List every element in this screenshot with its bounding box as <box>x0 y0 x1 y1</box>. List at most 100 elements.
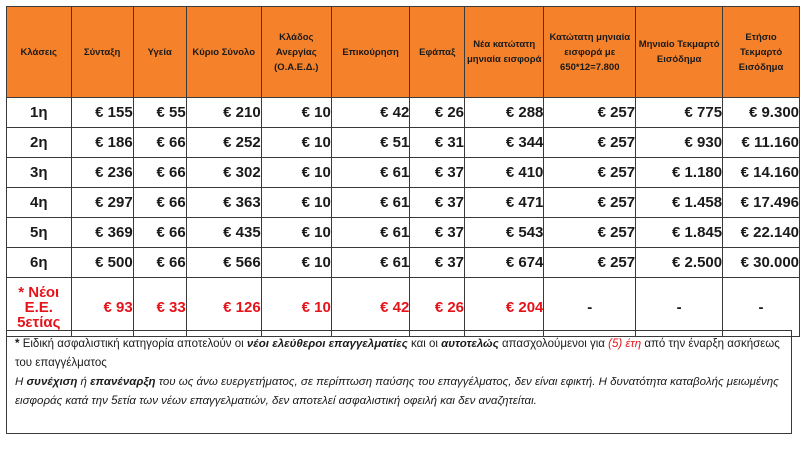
table-row: 2η € 186 € 66 € 252 € 10 € 51 € 31 € 344… <box>6 127 800 158</box>
footnote-paragraph-2: Η συνέχιση ή επανέναρξη του ως άνω ευεργ… <box>15 373 783 411</box>
header-cell: Νέα κατώτατη μηνιαία εισφορά <box>464 6 545 98</box>
min-contribution-cell: € 257 <box>543 187 637 218</box>
health-cell: € 66 <box>132 217 187 248</box>
class-cell: 5η <box>6 217 72 248</box>
class-cell: 2η <box>6 127 72 158</box>
footnote-text: ή <box>80 376 87 388</box>
annual-income-cell: € 22.140 <box>722 217 800 248</box>
header-cell: Υγεία <box>132 6 187 98</box>
new-min-contribution-cell: € 288 <box>464 97 545 128</box>
unemployment-cell: € 10 <box>260 127 332 158</box>
annual-income-cell: € 30.000 <box>722 247 800 278</box>
new-min-contribution-cell: € 543 <box>464 217 545 248</box>
unemployment-cell: € 10 <box>260 277 332 337</box>
new-min-contribution-cell: € 674 <box>464 247 545 278</box>
auxiliary-cell: € 42 <box>330 277 411 337</box>
footnote-emphasis: επανέναρξη <box>90 376 156 388</box>
monthly-income-cell: € 1.458 <box>635 187 724 218</box>
label-line: Ε.Ε. <box>24 298 53 316</box>
footnote-text: του ως άνω ευεργετήματος, σε περίπτωση π… <box>15 376 779 407</box>
auxiliary-cell: € 61 <box>330 217 411 248</box>
header-cell: Κατώτατη μηνιαία εισφορά με 650*12=7.800 <box>543 6 637 98</box>
footnote-text: Ειδική ασφαλιστική κατηγορία αποτελούν ο… <box>22 338 244 350</box>
health-cell: € 66 <box>132 157 187 188</box>
min-contribution-cell: - <box>543 277 637 337</box>
header-cell: Ετήσιο Τεκμαρτό Εισόδημα <box>722 6 800 98</box>
main-total-cell: € 363 <box>185 187 262 218</box>
monthly-income-cell: € 775 <box>635 97 724 128</box>
main-total-cell: € 566 <box>185 247 262 278</box>
auxiliary-cell: € 61 <box>330 187 411 218</box>
main-total-cell: € 435 <box>185 217 262 248</box>
health-cell: € 66 <box>132 247 187 278</box>
auxiliary-cell: € 42 <box>330 97 411 128</box>
unemployment-cell: € 10 <box>260 97 332 128</box>
table-row: 4η € 297 € 66 € 363 € 10 € 61 € 37 € 471… <box>6 187 800 218</box>
class-cell: 1η <box>6 97 72 128</box>
table-row: 5η € 369 € 66 € 435 € 10 € 61 € 37 € 543… <box>6 217 800 248</box>
header-cell: Μηνιαίο Τεκμαρτό Εισόδημα <box>635 6 724 98</box>
auxiliary-cell: € 51 <box>330 127 411 158</box>
monthly-income-cell: € 930 <box>635 127 724 158</box>
pension-cell: € 500 <box>70 247 134 278</box>
new-min-contribution-cell: € 471 <box>464 187 545 218</box>
annual-income-cell: € 9.300 <box>722 97 800 128</box>
lump-sum-cell: € 26 <box>409 97 466 128</box>
footnote-text: από την έναρξη ασκήσεως του επαγγέλματος <box>15 338 780 369</box>
monthly-income-cell: € 1.180 <box>635 157 724 188</box>
unemployment-cell: € 10 <box>260 157 332 188</box>
footnote-paragraph-1: * Ειδική ασφαλιστική κατηγορία αποτελούν… <box>15 335 783 373</box>
new-min-contribution-cell: € 344 <box>464 127 545 158</box>
lump-sum-cell: € 37 <box>409 157 466 188</box>
contributions-table-container: Κλάσεις Σύνταξη Υγεία Κύριο Σύνολο Κλάδο… <box>6 6 800 337</box>
health-cell: € 33 <box>132 277 187 337</box>
table-row: 3η € 236 € 66 € 302 € 10 € 61 € 37 € 410… <box>6 157 800 188</box>
table-row: 6η € 500 € 66 € 566 € 10 € 61 € 37 € 674… <box>6 247 800 278</box>
auxiliary-cell: € 61 <box>330 157 411 188</box>
footnote-box: * Ειδική ασφαλιστική κατηγορία αποτελούν… <box>6 330 792 434</box>
unemployment-cell: € 10 <box>260 217 332 248</box>
lump-sum-cell: € 31 <box>409 127 466 158</box>
lump-sum-cell: € 26 <box>409 277 466 337</box>
pension-cell: € 93 <box>70 277 134 337</box>
main-total-cell: € 302 <box>185 157 262 188</box>
new-professionals-label: * Νέοι Ε.Ε. 5ετίας <box>6 277 72 337</box>
health-cell: € 66 <box>132 127 187 158</box>
min-contribution-cell: € 257 <box>543 157 637 188</box>
min-contribution-cell: € 257 <box>543 127 637 158</box>
footnote-emphasis: νέοι ελεύθεροι επαγγελματίες <box>246 338 408 350</box>
table-header-row: Κλάσεις Σύνταξη Υγεία Κύριο Σύνολο Κλάδο… <box>6 6 800 98</box>
lump-sum-cell: € 37 <box>409 247 466 278</box>
footnote-text: απασχολούμενοι για <box>501 338 605 350</box>
annual-income-cell: € 17.496 <box>722 187 800 218</box>
monthly-income-cell: € 1.845 <box>635 217 724 248</box>
header-cell: Σύνταξη <box>70 6 134 98</box>
monthly-income-cell: € 2.500 <box>635 247 724 278</box>
auxiliary-cell: € 61 <box>330 247 411 278</box>
header-cell: Επικούρηση <box>330 6 411 98</box>
header-cell: Εφάπαξ <box>409 6 466 98</box>
health-cell: € 66 <box>132 187 187 218</box>
main-total-cell: € 252 <box>185 127 262 158</box>
main-total-cell: € 210 <box>185 97 262 128</box>
footnote-emphasis: αυτοτελώς <box>441 338 499 350</box>
pension-cell: € 297 <box>70 187 134 218</box>
unemployment-cell: € 10 <box>260 247 332 278</box>
header-cell: Κλάσεις <box>6 6 72 98</box>
pension-cell: € 186 <box>70 127 134 158</box>
class-cell: 6η <box>6 247 72 278</box>
label-line: * Νέοι <box>18 283 60 301</box>
new-professionals-row: * Νέοι Ε.Ε. 5ετίας € 93 € 33 € 126 € 10 … <box>6 277 800 337</box>
lump-sum-cell: € 37 <box>409 217 466 248</box>
unemployment-cell: € 10 <box>260 187 332 218</box>
pension-cell: € 236 <box>70 157 134 188</box>
class-cell: 3η <box>6 157 72 188</box>
lump-sum-cell: € 37 <box>409 187 466 218</box>
pension-cell: € 155 <box>70 97 134 128</box>
contributions-table: Κλάσεις Σύνταξη Υγεία Κύριο Σύνολο Κλάδο… <box>6 6 800 337</box>
header-cell: Κύριο Σύνολο <box>185 6 262 98</box>
main-total-cell: € 126 <box>185 277 262 337</box>
min-contribution-cell: € 257 <box>543 217 637 248</box>
class-cell: 4η <box>6 187 72 218</box>
footnote-text: και οι <box>410 338 438 350</box>
